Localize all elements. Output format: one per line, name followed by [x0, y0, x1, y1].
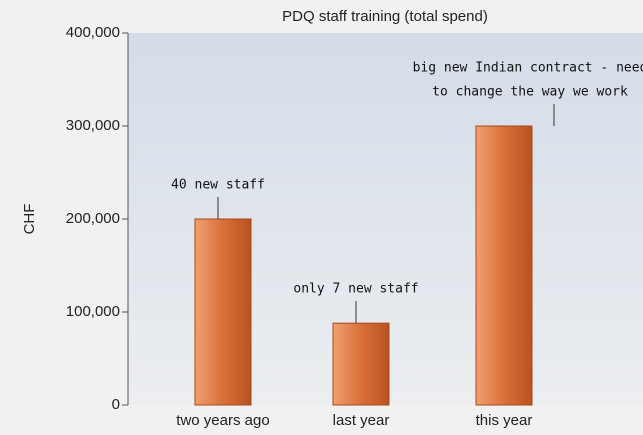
- bar: [475, 125, 533, 406]
- x-tick-label: two years ago: [176, 412, 269, 429]
- y-tick-label: 300,000: [66, 117, 120, 134]
- y-tick-label: 0: [112, 396, 120, 413]
- annotation: to change the way we work: [432, 85, 628, 100]
- bar: [332, 322, 390, 406]
- x-tick-label: last year: [333, 412, 390, 429]
- annotation: only 7 new staff: [293, 282, 418, 297]
- y-tick-label: 400,000: [66, 24, 120, 41]
- y-tick-label: 200,000: [66, 210, 120, 227]
- annotation: 40 new staff: [171, 178, 265, 193]
- annotation: big new Indian contract - need: [413, 61, 643, 76]
- y-axis-label: CHF: [21, 204, 38, 235]
- bar: [194, 218, 252, 406]
- chart-title: PDQ staff training (total spend): [282, 8, 488, 25]
- x-tick-label: this year: [476, 412, 533, 429]
- y-tick-label: 100,000: [66, 303, 120, 320]
